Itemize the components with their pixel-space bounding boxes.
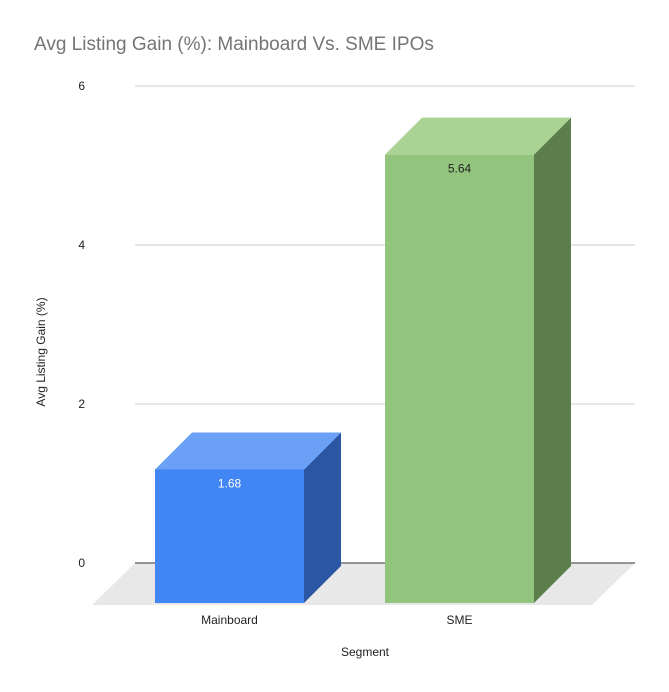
data-label: 1.68	[218, 476, 242, 490]
x-tick-label: SME	[446, 613, 472, 627]
x-tick-label: Mainboard	[201, 613, 258, 627]
bar	[385, 154, 534, 603]
bar	[155, 469, 304, 603]
y-tick-label: 2	[78, 397, 85, 411]
bar-top	[155, 432, 341, 470]
data-label: 5.64	[448, 162, 472, 176]
bar-side	[304, 432, 341, 603]
bar-side	[534, 117, 571, 604]
x-axis-title: Segment	[341, 645, 390, 659]
bar-top	[385, 117, 571, 155]
chart-title: Avg Listing Gain (%): Mainboard Vs. SME …	[34, 34, 434, 55]
y-tick-label: 4	[78, 238, 85, 252]
y-tick-label: 0	[78, 556, 85, 570]
y-axis-title: Avg Listing Gain (%)	[34, 297, 48, 406]
y-tick-label: 6	[78, 79, 85, 93]
